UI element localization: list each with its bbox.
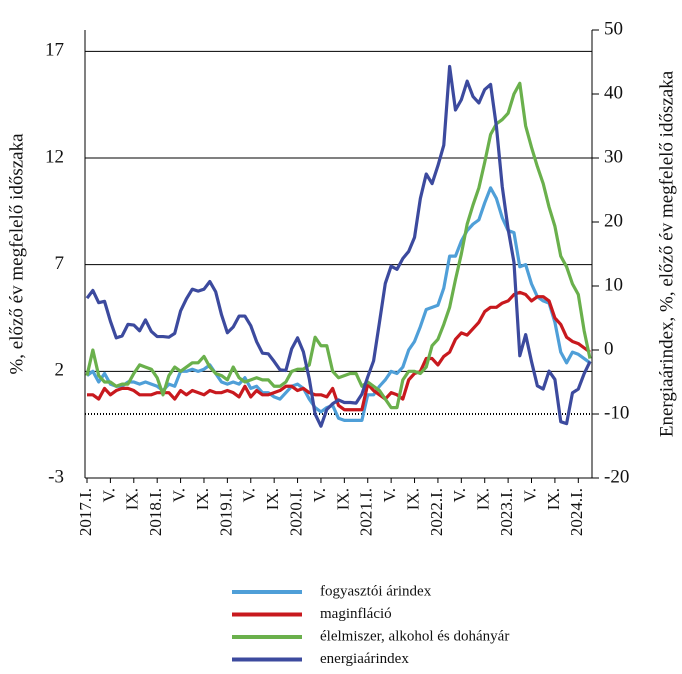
x-tick-label: V. bbox=[240, 488, 259, 502]
y-tick-label: 2 bbox=[55, 360, 65, 381]
x-tick-label: 2022.I. bbox=[427, 488, 446, 536]
x-tick-label: V. bbox=[169, 488, 188, 502]
legend-label: élelmiszer, alkohol és dohányár bbox=[320, 628, 509, 644]
y2-tick-label: 0 bbox=[604, 338, 614, 359]
x-tick-label: 2020.I. bbox=[286, 488, 305, 536]
x-tick-label: IX. bbox=[403, 488, 422, 510]
x-tick-label: 2021.I. bbox=[357, 488, 376, 536]
y2-tick-label: 40 bbox=[604, 82, 623, 103]
x-tick-label: 2018.I. bbox=[146, 488, 165, 536]
y-axis-label: %, előző év megfelelő időszaka bbox=[6, 133, 27, 375]
x-tick-label: V. bbox=[380, 488, 399, 502]
x-tick-label: V. bbox=[310, 488, 329, 502]
x-tick-label: IX. bbox=[474, 488, 493, 510]
y-tick-label: -3 bbox=[48, 466, 64, 487]
y-tick-label: 12 bbox=[45, 146, 64, 167]
legend-label: maginfláció bbox=[320, 606, 392, 622]
y2-tick-label: 10 bbox=[604, 274, 623, 295]
y2-tick-label: 20 bbox=[604, 210, 623, 231]
x-tick-label: 2017.I. bbox=[76, 488, 95, 536]
y2-tick-label: -10 bbox=[604, 402, 629, 423]
x-tick-label: IX. bbox=[193, 488, 212, 510]
series-line bbox=[85, 64, 592, 428]
y2-tick-label: -20 bbox=[604, 466, 629, 487]
y-tick-label: 17 bbox=[45, 40, 64, 61]
y2-tick-label: 30 bbox=[604, 146, 623, 167]
x-tick-label: 2019.I. bbox=[216, 488, 235, 536]
x-tick-label: IX. bbox=[544, 488, 563, 510]
x-tick-label: V. bbox=[450, 488, 469, 502]
series-line bbox=[86, 186, 591, 422]
x-tick-label: V. bbox=[99, 488, 118, 502]
x-tick-label: 2023.I. bbox=[497, 488, 516, 536]
y-tick-label: 7 bbox=[55, 253, 65, 274]
x-tick-label: V. bbox=[520, 488, 539, 502]
y2-tick-label: 50 bbox=[604, 18, 623, 39]
x-tick-label: IX. bbox=[333, 488, 352, 510]
y2-axis-label: Energiaárindex, %, előző év megfelelő id… bbox=[656, 70, 677, 437]
legend-label: energiaárindex bbox=[320, 651, 409, 667]
series-line bbox=[85, 81, 592, 410]
x-tick-label: IX. bbox=[123, 488, 142, 510]
x-tick-label: IX. bbox=[263, 488, 282, 510]
series-line bbox=[87, 290, 591, 412]
legend-label: fogyasztói árindex bbox=[320, 583, 432, 599]
x-tick-label: 2024.I. bbox=[567, 488, 586, 536]
